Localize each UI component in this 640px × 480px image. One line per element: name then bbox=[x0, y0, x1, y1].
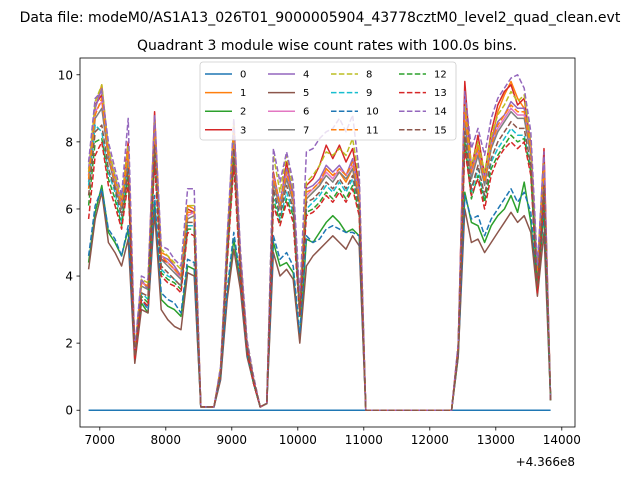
y-tick-label: 4 bbox=[65, 270, 73, 284]
x-tick-label: 10000 bbox=[279, 433, 317, 447]
legend-label-10: 10 bbox=[366, 107, 379, 118]
legend-label-1: 1 bbox=[240, 88, 246, 99]
x-axis-offset-label: +4.366e8 bbox=[516, 455, 575, 469]
x-tick-label: 13000 bbox=[477, 433, 515, 447]
legend-label-13: 13 bbox=[434, 88, 447, 99]
legend-label-11: 11 bbox=[366, 125, 379, 136]
y-tick-label: 6 bbox=[65, 202, 73, 216]
x-tick-label: 12000 bbox=[411, 433, 449, 447]
legend-label-6: 6 bbox=[303, 107, 309, 118]
series-line-2 bbox=[87, 181, 552, 411]
legend-label-0: 0 bbox=[240, 70, 246, 81]
legend-label-4: 4 bbox=[303, 70, 309, 81]
series-line-7 bbox=[87, 107, 552, 411]
x-tick-label: 9000 bbox=[217, 433, 248, 447]
legend-label-5: 5 bbox=[303, 88, 309, 99]
x-axis: 7000 8000 9000 10000 11000 12000 13000 14000 bbox=[85, 427, 581, 447]
y-axis: 0 2 4 6 8 10 bbox=[58, 68, 80, 418]
legend-label-2: 2 bbox=[240, 107, 246, 118]
chart-title: Quadrant 3 module wise count rates with … bbox=[137, 38, 517, 54]
y-tick-label: 2 bbox=[65, 337, 73, 351]
series-line-9 bbox=[87, 124, 552, 411]
series-line-15 bbox=[87, 120, 552, 411]
legend-label-14: 14 bbox=[434, 107, 447, 118]
series-line-10 bbox=[87, 188, 552, 411]
x-tick-label: 7000 bbox=[85, 433, 116, 447]
y-tick-label: 0 bbox=[65, 404, 73, 418]
legend-label-7: 7 bbox=[303, 125, 309, 136]
legend-label-15: 15 bbox=[434, 125, 447, 136]
figure-suptitle: Data file: modeM0/AS1A13_026T01_90000059… bbox=[20, 10, 621, 26]
series-line-5 bbox=[87, 191, 552, 411]
legend-label-3: 3 bbox=[240, 125, 246, 136]
legend-box bbox=[199, 61, 457, 141]
legend-label-9: 9 bbox=[366, 88, 372, 99]
y-tick-label: 10 bbox=[58, 68, 73, 82]
series-line-11 bbox=[87, 97, 552, 411]
series-line-13 bbox=[87, 141, 552, 411]
legend-label-12: 12 bbox=[434, 70, 447, 81]
plot-area bbox=[87, 74, 552, 411]
series-line-4 bbox=[87, 87, 552, 411]
x-tick-label: 8000 bbox=[151, 433, 182, 447]
axes-frame bbox=[79, 57, 576, 428]
legend-label-8: 8 bbox=[366, 70, 372, 81]
series-line-8 bbox=[87, 84, 552, 411]
x-tick-label: 11000 bbox=[345, 433, 383, 447]
y-tick-label: 8 bbox=[65, 135, 73, 149]
x-tick-label: 14000 bbox=[543, 433, 581, 447]
